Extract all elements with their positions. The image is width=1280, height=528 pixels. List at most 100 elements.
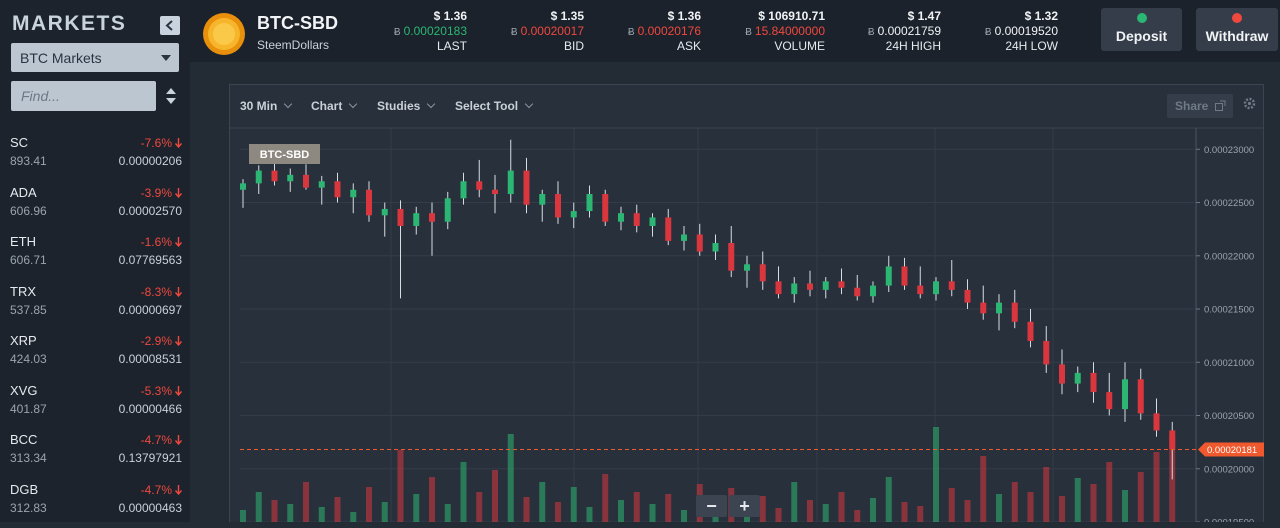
toolbar-item[interactable]: Chart bbox=[311, 99, 356, 113]
volume-bar bbox=[318, 507, 325, 522]
volume-bar bbox=[1169, 437, 1176, 522]
pair-symbol: BTC-SBD bbox=[257, 13, 338, 33]
share-button[interactable]: Share bbox=[1167, 94, 1233, 118]
action-button[interactable]: Withdraw bbox=[1196, 8, 1278, 51]
candle-body bbox=[807, 283, 813, 290]
vertical-grid bbox=[390, 128, 1054, 522]
stat-btc-value: 0.00019520 bbox=[994, 24, 1058, 38]
currency-symbol: Ƀ bbox=[393, 27, 401, 38]
candle-body bbox=[681, 234, 687, 241]
volume-bar bbox=[586, 507, 593, 522]
market-price: 0.00002570 bbox=[118, 203, 182, 218]
stat-btc: Ƀ 0.00020017 bbox=[464, 24, 584, 38]
volume-bar bbox=[255, 492, 262, 522]
y-tick-label: 0.00022000 bbox=[1204, 251, 1254, 262]
y-tick-label: 0.00019500 bbox=[1204, 518, 1254, 523]
share-text: Share bbox=[1175, 99, 1209, 113]
toolbar-item[interactable]: Select Tool bbox=[455, 99, 532, 113]
zoom-button[interactable] bbox=[696, 495, 727, 517]
settings-icon[interactable] bbox=[1243, 97, 1256, 110]
sidebar: MARKETS BTC Markets Find... SC 893.41 -7.6… bbox=[0, 0, 190, 522]
candle-body bbox=[303, 174, 309, 188]
volume-bar bbox=[838, 492, 845, 522]
candle-body bbox=[334, 181, 341, 198]
market-row[interactable]: SC 893.41 -7.6% 0.00000206 bbox=[0, 135, 190, 181]
volume-bar bbox=[1090, 484, 1097, 522]
volume-bar bbox=[602, 474, 609, 522]
market-row[interactable]: XRP 424.03 -2.9% 0.00008531 bbox=[0, 333, 190, 379]
sort-icon[interactable] bbox=[165, 87, 177, 105]
candle-body bbox=[917, 285, 924, 295]
candle-body bbox=[1027, 321, 1034, 341]
search-placeholder: Find... bbox=[21, 88, 60, 104]
candle-body bbox=[633, 213, 640, 226]
volume-bar bbox=[381, 502, 388, 522]
market-name: XVG bbox=[10, 382, 38, 398]
stat-btc-value: 0.00020183 bbox=[403, 24, 467, 38]
stat-btc: Ƀ 0.00021759 bbox=[821, 24, 941, 38]
market-row[interactable]: TRX 537.85 -8.3% 0.00000697 bbox=[0, 284, 190, 330]
market-row[interactable]: XVG 401.87 -5.3% 0.00000466 bbox=[0, 383, 190, 429]
last-price-label: 0.00020181 bbox=[1207, 445, 1257, 456]
market-volume: 401.87 bbox=[10, 401, 47, 416]
volume-bar bbox=[303, 482, 309, 522]
volume-bar bbox=[681, 510, 687, 522]
currency-symbol: Ƀ bbox=[867, 27, 875, 38]
share-icon bbox=[1215, 100, 1226, 111]
market-row[interactable]: ETH 606.71 -1.6% 0.07769563 bbox=[0, 234, 190, 280]
market-row[interactable]: ADA 606.96 -3.9% 0.00002570 bbox=[0, 185, 190, 231]
stat-btc-value: 0.00021759 bbox=[877, 24, 941, 38]
toolbar-item[interactable]: Studies bbox=[377, 99, 434, 113]
volume-bar bbox=[775, 508, 782, 522]
down-arrow bbox=[175, 484, 182, 495]
sidebar-title: MARKETS bbox=[12, 12, 127, 35]
market-row[interactable]: DGB 312.83 -4.7% 0.00000463 bbox=[0, 482, 190, 528]
volume-bar bbox=[507, 434, 514, 522]
volume-bar bbox=[366, 487, 372, 522]
volume-bar bbox=[870, 498, 876, 522]
volume-bar bbox=[759, 496, 766, 522]
volume-bar bbox=[964, 500, 971, 522]
candle-body bbox=[728, 243, 735, 271]
volume-bar bbox=[1122, 490, 1128, 522]
candle-body bbox=[996, 302, 1002, 314]
zoom-button[interactable] bbox=[729, 495, 760, 517]
market-name: SC bbox=[10, 135, 29, 150]
volume-bar bbox=[287, 504, 294, 522]
volume-bar bbox=[413, 494, 420, 522]
action-button[interactable]: Deposit bbox=[1101, 8, 1182, 51]
candle-body bbox=[1106, 392, 1113, 410]
market-volume: 537.85 bbox=[10, 302, 47, 317]
volume-bar bbox=[996, 494, 1002, 522]
collapse-button[interactable] bbox=[160, 16, 180, 35]
market-price: 0.00008531 bbox=[118, 352, 182, 366]
search-input[interactable]: Find... bbox=[11, 81, 156, 111]
toolbar-item[interactable]: 30 Min bbox=[240, 99, 291, 113]
market-change: -3.9% bbox=[140, 185, 172, 200]
volume-bar bbox=[917, 506, 924, 522]
market-name: ADA bbox=[10, 184, 37, 200]
market-row[interactable]: BCC 313.34 -4.7% 0.13797921 bbox=[0, 432, 190, 478]
volume-bar bbox=[397, 450, 404, 522]
market-select[interactable]: BTC Markets bbox=[11, 43, 179, 72]
candle-body bbox=[712, 243, 719, 252]
market-volume: 312.83 bbox=[10, 500, 47, 515]
candle-body bbox=[1137, 379, 1144, 414]
y-tick-label: 0.00020000 bbox=[1204, 464, 1254, 475]
button-text: Withdraw bbox=[1205, 28, 1269, 44]
candle-body bbox=[460, 181, 467, 199]
volume-bar bbox=[980, 456, 987, 522]
market-name: ETH bbox=[10, 234, 36, 249]
volume-bar bbox=[1043, 467, 1050, 522]
candle-body bbox=[1011, 302, 1018, 322]
market-volume: 606.96 bbox=[10, 203, 47, 218]
candle-body bbox=[1090, 372, 1097, 393]
down-arrow bbox=[175, 237, 182, 247]
down-arrow bbox=[175, 286, 182, 297]
stat-label: 24H HIGH bbox=[885, 39, 941, 53]
stat-btc-value: 15.84000000 bbox=[754, 24, 825, 38]
stat-label: VOLUME bbox=[774, 39, 825, 53]
volume-bar bbox=[649, 504, 656, 522]
last-price-badge bbox=[1198, 442, 1264, 457]
